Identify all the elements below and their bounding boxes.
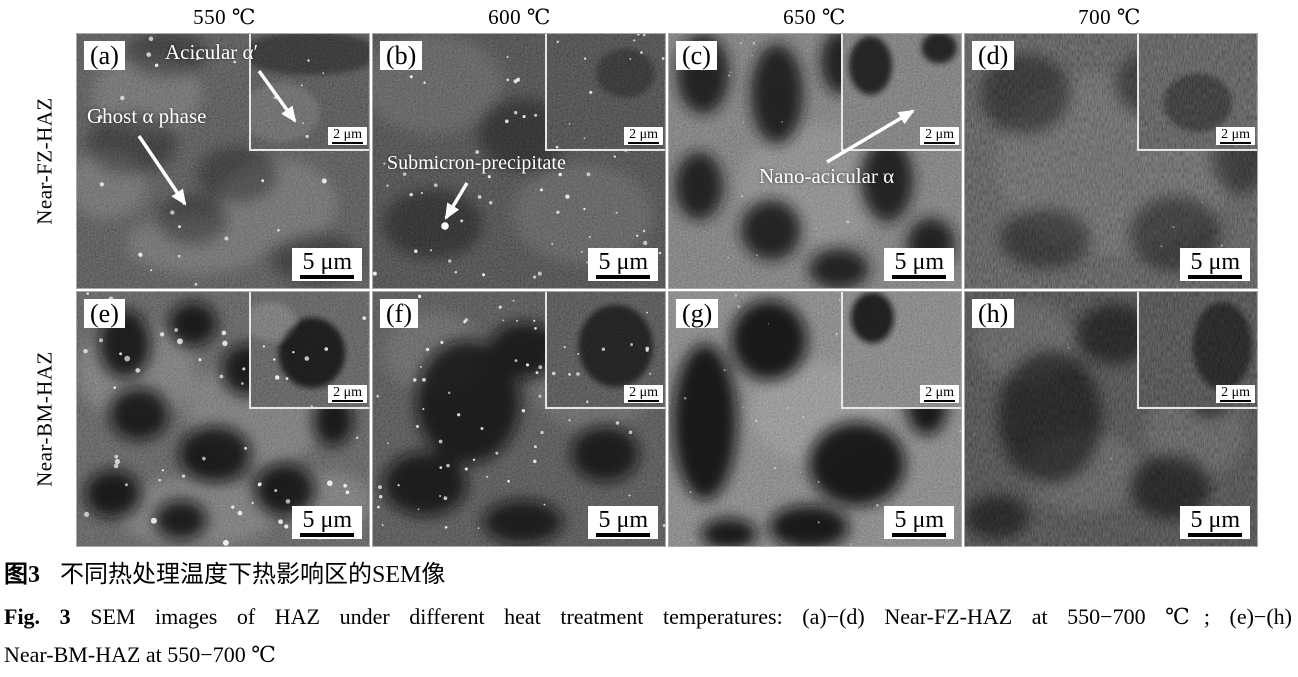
panel-letter-label: (g) (676, 299, 719, 329)
inset-scale-bar: 2 μm (1216, 126, 1255, 145)
inset-micrograph-f: 2 μm (545, 292, 665, 409)
annotation-arrow-acicular (257, 69, 297, 123)
caption-english-label: Fig. 3 (4, 604, 71, 629)
scale-bar: 5 μm (588, 506, 658, 539)
annotation-arrow-submicron (444, 182, 469, 220)
inset-scale-bar: 2 μm (624, 126, 663, 145)
annotation-submicron-precipitate: Submicron-precipitate (387, 152, 566, 174)
panel-letter-label: (a) (84, 41, 125, 71)
sem-panel-d: 2 μm (d) 5 μm (964, 33, 1258, 289)
caption-chinese-text: 不同热处理温度下热影响区的SEM像 (60, 562, 446, 588)
sem-panel-g: 2 μm (g) 5 μm (668, 291, 962, 547)
scale-bar: 5 μm (292, 248, 362, 281)
caption-english-line2: Near-BM-HAZ at 550−700 ℃ (4, 642, 276, 667)
caption-chinese-label: 图3 (4, 562, 40, 588)
sem-panel-a: 2 μm (a) Acicular α′ Ghost α phase 5 μm (76, 33, 370, 289)
inset-scale-bar: 2 μm (328, 384, 367, 403)
sem-micrograph-c (669, 34, 961, 288)
inset-micrograph-b: 2 μm (545, 34, 665, 151)
inset-texture-d (1139, 34, 1257, 149)
inset-micrograph-g: 2 μm (841, 292, 961, 409)
caption-english-text1: SEM images of HAZ under different heat t… (90, 604, 1292, 629)
scale-bar: 5 μm (1180, 506, 1250, 539)
inset-scale-bar: 2 μm (624, 384, 663, 403)
temperature-label-600: 600 ℃ (488, 5, 551, 29)
sem-panel-h: 2 μm (h) 5 μm (964, 291, 1258, 547)
scale-bar: 5 μm (1180, 248, 1250, 281)
caption-english-line1: Fig. 3 SEM images of HAZ under different… (4, 604, 1292, 630)
sem-micrograph-h (965, 292, 1257, 546)
panel-letter-label: (e) (84, 299, 125, 329)
inset-scale-bar: 2 μm (920, 126, 959, 145)
sem-micrograph-g (669, 292, 961, 546)
sem-panel-b: 2 μm (b) Submicron-precipitate 5 μm (372, 33, 666, 289)
scale-bar: 5 μm (588, 248, 658, 281)
row-label-near-bm-haz: Near-BM-HAZ (32, 351, 57, 487)
panel-letter-label: (c) (676, 41, 717, 71)
panel-letter-label: (d) (972, 41, 1015, 71)
annotation-acicular-alpha: Acicular α′ (165, 40, 259, 64)
temperature-label-550: 550 ℃ (193, 5, 256, 29)
temperature-label-650: 650 ℃ (783, 5, 846, 29)
inset-texture-f (547, 292, 665, 407)
inset-texture-g (843, 292, 961, 407)
scale-bar: 5 μm (884, 506, 954, 539)
figure-grid: 2 μm (a) Acicular α′ Ghost α phase 5 μm (76, 33, 1258, 547)
caption-chinese: 图3 不同热处理温度下热影响区的SEM像 (4, 554, 445, 589)
inset-scale-bar: 2 μm (920, 384, 959, 403)
row-label-near-fz-haz: Near-FZ-HAZ (32, 97, 57, 225)
inset-scale-bar: 2 μm (328, 126, 367, 145)
panel-letter-label: (f) (380, 299, 418, 329)
sem-panel-f: 2 μm (f) 5 μm (372, 291, 666, 547)
temperature-label-700: 700 ℃ (1078, 5, 1141, 29)
panel-letter-label: (b) (380, 41, 423, 71)
panel-letter-label: (h) (972, 299, 1015, 329)
inset-micrograph-e: 2 μm (249, 292, 369, 409)
annotation-arrow-ghost (137, 135, 187, 206)
sem-panel-e: 2 μm (e) 5 μm (76, 291, 370, 547)
inset-micrograph-h: 2 μm (1137, 292, 1257, 409)
inset-micrograph-c: 2 μm (841, 34, 961, 151)
annotation-arrow-nano-acicular (826, 109, 915, 164)
inset-scale-bar: 2 μm (1216, 384, 1255, 403)
sem-panel-c: 2 μm (c) Nano-acicular α 5 μm (668, 33, 962, 289)
annotation-nano-acicular: Nano-acicular α (759, 164, 895, 188)
temperature-header-row: 550 ℃ 600 ℃ 650 ℃ 700 ℃ (77, 2, 1257, 32)
inset-micrograph-d: 2 μm (1137, 34, 1257, 151)
scale-bar: 5 μm (292, 506, 362, 539)
scale-bar: 5 μm (884, 248, 954, 281)
annotation-ghost-alpha: Ghost α phase (87, 104, 207, 128)
